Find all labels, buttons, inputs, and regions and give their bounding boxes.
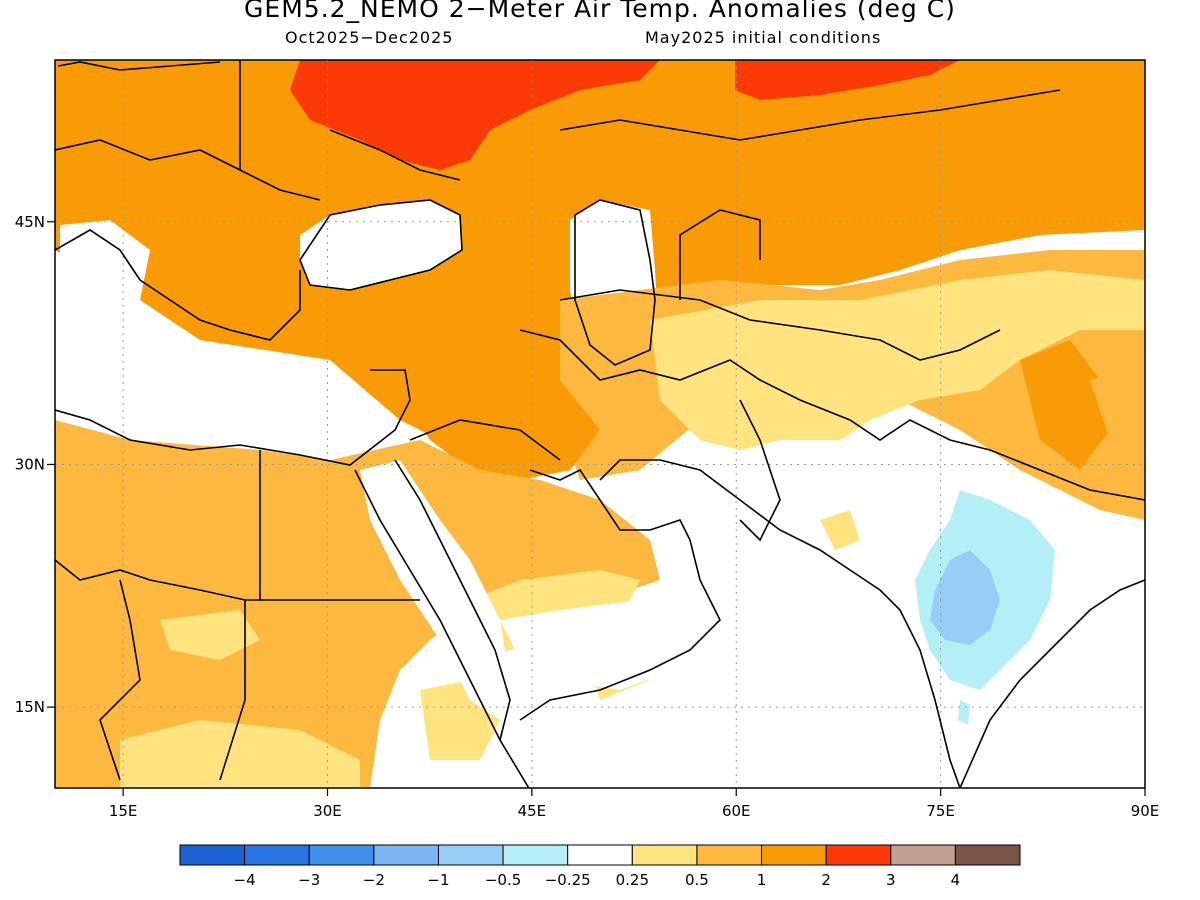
legend-swatch: [825, 844, 892, 866]
legend-label: −2: [363, 871, 385, 889]
initial-conditions: May2025 initial conditions: [645, 28, 882, 47]
anomaly-fields: [55, 60, 1145, 788]
legend-label: 4: [951, 871, 961, 889]
anomaly-region-0.25-to-0.5-asia: [650, 270, 1145, 450]
anomaly-region-2-to-3-siberia: [735, 60, 960, 100]
legend-swatch: [890, 844, 956, 866]
lon-tick-label: 15E: [109, 802, 138, 820]
forecast-period: Oct2025−Dec2025: [285, 28, 454, 47]
lon-tick-label: 90E: [1131, 802, 1160, 820]
lon-tick-label: 45E: [518, 802, 547, 820]
legend-label: −3: [298, 871, 320, 889]
legend-swatch: [954, 844, 1021, 866]
coastlines: [55, 60, 1145, 788]
map-frame: [54, 59, 1146, 789]
legend-swatch: [373, 844, 439, 866]
legend-swatch: [244, 844, 310, 866]
legend-label: 1: [757, 871, 767, 889]
legend-label: −0.5: [485, 871, 521, 889]
anomaly-region-minus-1-to-minus-0.5: [930, 550, 1000, 645]
anomaly-region-0.5-to-1-africa-arabia: [55, 420, 660, 788]
legend-swatch: [567, 844, 633, 866]
color-legend: −4 −3 −2 −1 −0.5 −0.25 0.25 0.5 1 2 3 4: [179, 844, 1021, 889]
legend-label: −0.25: [545, 871, 591, 889]
legend-swatch: [696, 844, 763, 866]
legend-swatch: [631, 844, 698, 866]
legend-swatch: [437, 844, 504, 866]
legend-swatch: [502, 844, 569, 866]
anomaly-region-1-to-2-middle-east: [410, 330, 600, 480]
lat-tick-label: 15N: [15, 698, 45, 716]
legend-label: 2: [821, 871, 831, 889]
legend-swatch: [179, 844, 246, 866]
lon-tick-label: 75E: [926, 802, 955, 820]
legend-label: 0.25: [616, 871, 649, 889]
legend-swatch: [761, 844, 827, 866]
map-title: GEM5.2_NEMO 2−Meter Air Temp. Anomalies …: [244, 0, 956, 23]
anomaly-region-near-zero-black-sea: [300, 200, 462, 290]
anomaly-region-2-to-3-russia: [290, 60, 660, 170]
axis-ticks: 15E 30E 45E 60E 75E 90E 45N 30N 15N: [15, 213, 1160, 820]
lon-tick-label: 60E: [722, 802, 751, 820]
graticule: [55, 60, 1145, 788]
legend-label: −1: [427, 871, 449, 889]
legend-label: 0.5: [685, 871, 709, 889]
lat-tick-label: 30N: [15, 455, 45, 473]
legend-label: 3: [886, 871, 896, 889]
legend-label: −4: [234, 871, 256, 889]
legend-swatch: [308, 844, 375, 866]
lat-tick-label: 45N: [15, 213, 45, 231]
lon-tick-label: 30E: [313, 802, 342, 820]
